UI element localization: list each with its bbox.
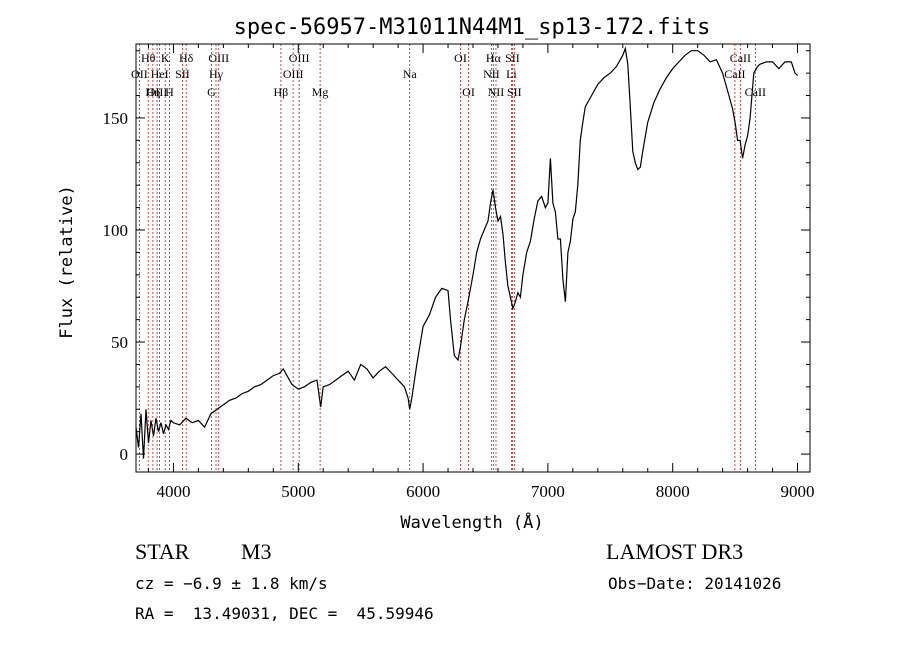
y-tick-label-1: 50 (111, 333, 128, 352)
marker-label-18: OI (462, 85, 475, 99)
object-subclass: M3 (241, 539, 272, 564)
coordinates: RA = 13.49031, DEC = 45.59946 (135, 604, 434, 623)
x-tick-label-1: 5000 (281, 482, 315, 501)
object-class: STAR (135, 539, 190, 564)
marker-label-22: SII (505, 51, 520, 65)
marker-label-3: K (161, 51, 170, 65)
x-tick-label-4: 8000 (656, 482, 690, 501)
marker-label-23: Li (506, 67, 517, 81)
marker-label-9: OIII (208, 51, 229, 65)
marker-label-8: Hδ (179, 51, 194, 65)
x-tick-label-2: 6000 (406, 482, 440, 501)
marker-label-13: OIII (289, 51, 310, 65)
x-axis-label: Wavelength (Å) (400, 511, 543, 533)
marker-label-26: CaII (724, 67, 745, 81)
marker-label-12: Hβ (274, 85, 289, 99)
x-tick-label-5: 9000 (781, 482, 815, 501)
marker-label-19: Hα (486, 51, 502, 65)
survey-name: LAMOST DR3 (606, 539, 744, 564)
marker-label-4: HeI (151, 67, 169, 81)
marker-label-2: OIII (147, 85, 168, 99)
marker-label-7: SII (175, 67, 190, 81)
marker-label-25: CaII (730, 51, 751, 65)
axis-ticks: 4000 5000 6000 7000 8000 9000 0 50 100 150 (103, 44, 815, 501)
marker-label-21: NII (488, 85, 505, 99)
marker-label-6: H (165, 85, 174, 99)
x-tick-label-0: 4000 (156, 482, 190, 501)
marker-label-14: OIII (283, 67, 304, 81)
y-tick-label-0: 0 (120, 445, 129, 464)
plot-frame (135, 43, 811, 473)
marker-label-20: NII (483, 67, 500, 81)
y-tick-label-3: 150 (103, 109, 129, 128)
marker-label-0: Hθ (141, 51, 156, 65)
marker-label-15: Mg (312, 85, 329, 99)
x-tick-label-3: 7000 (531, 482, 565, 501)
y-axis-label: Flux (relative) (57, 185, 77, 339)
redshift-cz: cz = −6.9 ± 1.8 km/s (135, 574, 328, 593)
marker-label-5: Hη (145, 85, 160, 99)
marker-label-16: Na (403, 67, 418, 81)
marker-label-17: OI (454, 51, 467, 65)
chart-title: spec-56957-M31011N44M1_sp13-172.fits (234, 15, 711, 40)
spectrum-line (135, 46, 798, 459)
y-tick-label-2: 100 (103, 221, 129, 240)
marker-label-24: SII (507, 85, 522, 99)
marker-label-10: Hγ (209, 67, 224, 81)
marker-label-27: CaII (745, 85, 766, 99)
marker-label-1: OII (131, 67, 148, 81)
marker-label-11: G (207, 85, 216, 99)
observation-date: Obs−Date: 20141026 (608, 574, 782, 593)
